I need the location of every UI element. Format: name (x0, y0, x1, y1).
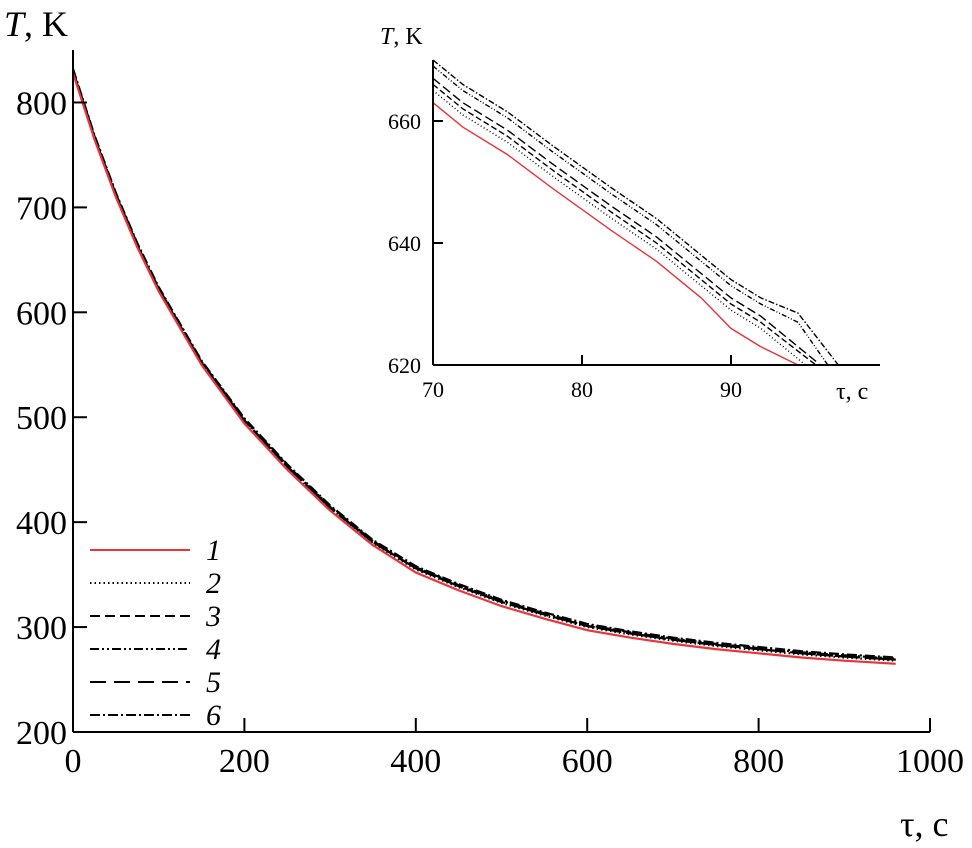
inset-axes (432, 60, 880, 366)
main-x-tick-label: 600 (562, 743, 613, 780)
legend-item: 2 (90, 567, 221, 600)
inset-y-tick-label: 640 (388, 231, 421, 256)
inset-y-axis-unit: , K (393, 24, 423, 50)
legend-label-1: 1 (206, 534, 221, 567)
inset-series-4-line (433, 65, 829, 365)
inset-series-3-line (433, 83, 817, 365)
main-series-2-line (73, 71, 896, 662)
main-y-axis-title: T, K (4, 4, 68, 44)
main-y-tick-label: 200 (16, 715, 67, 752)
inset-chart: 620 640 660 70 80 90 T, K τ, c (380, 24, 880, 405)
main-y-tick-label: 400 (16, 505, 67, 542)
legend-item: 3 (90, 600, 221, 633)
main-series-6-line (73, 68, 896, 659)
legend-label-4: 4 (206, 633, 221, 666)
inset-y-axis-symbol: T (380, 24, 395, 50)
inset-series-5-line (433, 77, 821, 365)
inset-x-tick-label: 90 (720, 377, 742, 402)
inset-series-group (433, 59, 839, 365)
inset-series-2-line (433, 89, 806, 365)
main-x-axis-title: τ, c (900, 804, 948, 844)
main-y-tick-label: 300 (16, 610, 67, 647)
legend-item: 4 (90, 633, 221, 666)
main-x-tick-label: 1000 (896, 743, 964, 780)
legend-label-3: 3 (205, 600, 221, 633)
main-x-tick-label: 0 (65, 743, 82, 780)
inset-x-tick-label: 80 (571, 377, 593, 402)
legend-label-5: 5 (206, 666, 221, 699)
legend-label-6: 6 (206, 699, 221, 732)
main-y-tick-label: 600 (16, 295, 67, 332)
main-y-tick-label: 700 (16, 190, 67, 227)
inset-x-tick-label: 70 (422, 377, 444, 402)
legend-item: 1 (90, 534, 221, 567)
main-series-5-line (73, 70, 896, 661)
legend-item: 5 (90, 666, 221, 699)
inset-y-axis-title: T, K (380, 24, 423, 50)
inset-ticks: 620 640 660 70 80 90 (388, 109, 742, 402)
main-series-group (73, 68, 896, 665)
inset-series-6-line (433, 59, 839, 365)
inset-series-1-line (433, 102, 799, 365)
inset-y-tick-label: 620 (388, 353, 421, 378)
main-axes (72, 50, 930, 733)
legend-label-2: 2 (206, 567, 221, 600)
main-y-axis-symbol: T (4, 4, 27, 44)
main-x-tick-label: 200 (219, 743, 270, 780)
inset-y-tick-label: 660 (388, 109, 421, 134)
main-y-axis-unit: , K (24, 4, 68, 44)
main-y-tick-label: 800 (16, 85, 67, 122)
legend-item: 6 (90, 699, 221, 732)
main-x-tick-label: 400 (390, 743, 441, 780)
inset-x-axis-title: τ, c (836, 379, 868, 405)
main-x-tick-label: 800 (733, 743, 784, 780)
main-y-tick-label: 500 (16, 400, 67, 437)
main-series-1-line (73, 72, 896, 665)
